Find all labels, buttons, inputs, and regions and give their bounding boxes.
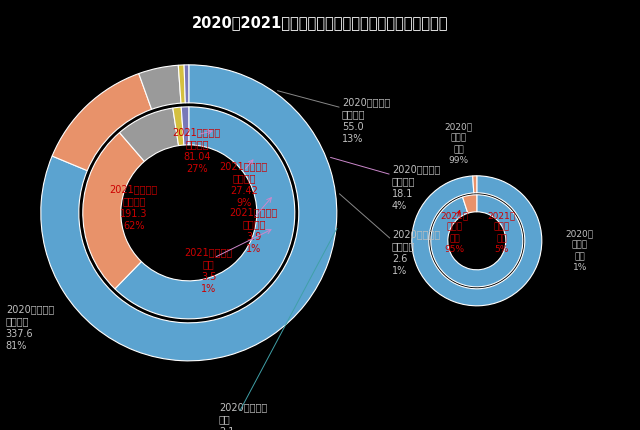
Text: 2020年上营收
物流运输
2.6
1%: 2020年上营收 物流运输 2.6 1%: [392, 229, 440, 276]
Wedge shape: [173, 107, 184, 146]
Text: 2021年
上营收
国内
95%: 2021年 上营收 国内 95%: [441, 212, 469, 254]
Wedge shape: [52, 74, 152, 171]
Text: 2021年上营收
物流运输
3.9
1%: 2021年上营收 物流运输 3.9 1%: [230, 207, 278, 255]
Wedge shape: [463, 195, 477, 213]
Text: 2020年上营收
其他
2.1
1%: 2020年上营收 其他 2.1 1%: [219, 402, 267, 430]
Text: 2020年上营收
氯碱化工
55.0
13%: 2020年上营收 氯碱化工 55.0 13%: [342, 97, 390, 144]
Text: 2020、2021年上半年产品、地区营收（亿元）构成对比: 2020、2021年上半年产品、地区营收（亿元）构成对比: [192, 15, 448, 30]
Wedge shape: [120, 108, 179, 161]
Wedge shape: [179, 65, 186, 103]
Text: 2020年
上营收
国内
99%: 2020年 上营收 国内 99%: [445, 123, 473, 165]
Text: 2021年上营收
纺织工业
27.42
9%: 2021年上营收 纺织工业 27.42 9%: [220, 161, 268, 209]
Wedge shape: [412, 176, 542, 306]
Wedge shape: [115, 107, 295, 319]
Wedge shape: [139, 65, 181, 109]
Text: 2021年上营收
氯碱化工
81.04
27%: 2021年上营收 氯碱化工 81.04 27%: [173, 127, 221, 175]
Text: 2020年
上营收
出口
1%: 2020年 上营收 出口 1%: [566, 230, 594, 272]
Wedge shape: [83, 132, 145, 289]
Wedge shape: [41, 65, 337, 361]
Wedge shape: [184, 65, 189, 103]
Text: 2021年上营收
其他
3.5
1%: 2021年上营收 其他 3.5 1%: [185, 247, 233, 295]
Text: 2021年上营收
现代贸易
191.3
62%: 2021年上营收 现代贸易 191.3 62%: [109, 184, 158, 231]
Wedge shape: [431, 195, 523, 287]
Text: 2020年上营收
现代贸易
337.6
81%: 2020年上营收 现代贸易 337.6 81%: [6, 304, 54, 351]
Wedge shape: [473, 176, 477, 193]
Text: 2021年
上营收
出口
5%: 2021年 上营收 出口 5%: [488, 212, 516, 254]
Wedge shape: [181, 107, 189, 145]
Text: 2020年上营收
纺织工业
18.1
4%: 2020年上营收 纺织工业 18.1 4%: [392, 164, 440, 212]
